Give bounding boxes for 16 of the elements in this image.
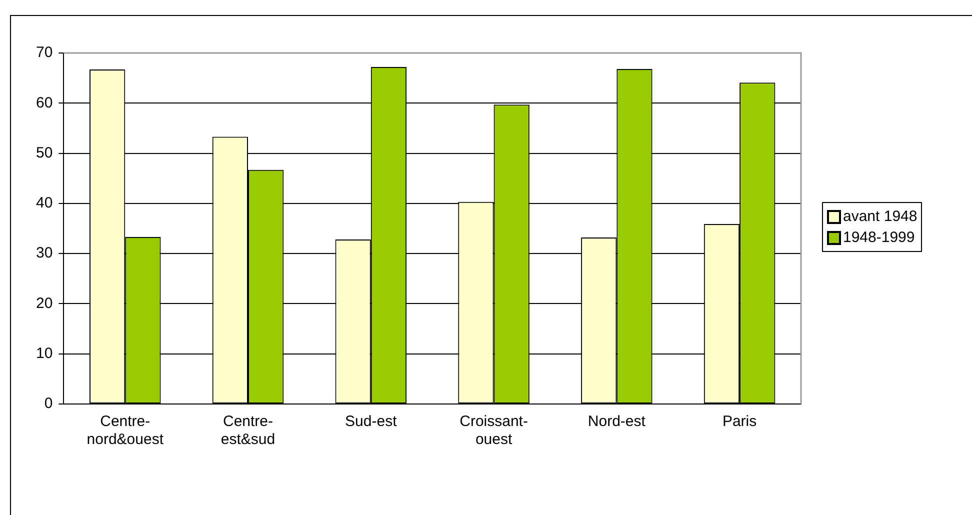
legend-label: 1948-1999 [843, 228, 915, 248]
x-tick-label: Centre-nord&ouest [86, 413, 164, 448]
x-tick-label: Paris [722, 413, 757, 430]
y-tick-label: 60 [36, 94, 53, 112]
y-tick-label: 0 [44, 395, 53, 412]
y-tick-label: 20 [36, 294, 53, 312]
x-tick-label: Croissant-ouest [460, 413, 528, 448]
x-tick-label: Nord-est [588, 413, 646, 430]
x-tick-label: Centre-est&sud [220, 413, 276, 448]
x-tick-label: Sud-est [345, 413, 398, 430]
y-tick-label: 40 [36, 194, 53, 212]
y-tick-label: 70 [36, 44, 53, 62]
legend-label: avant 1948 [843, 207, 918, 227]
y-tick-label: 30 [36, 244, 53, 262]
y-tick-label: 10 [36, 345, 53, 362]
y-tick-label: 50 [36, 144, 53, 162]
